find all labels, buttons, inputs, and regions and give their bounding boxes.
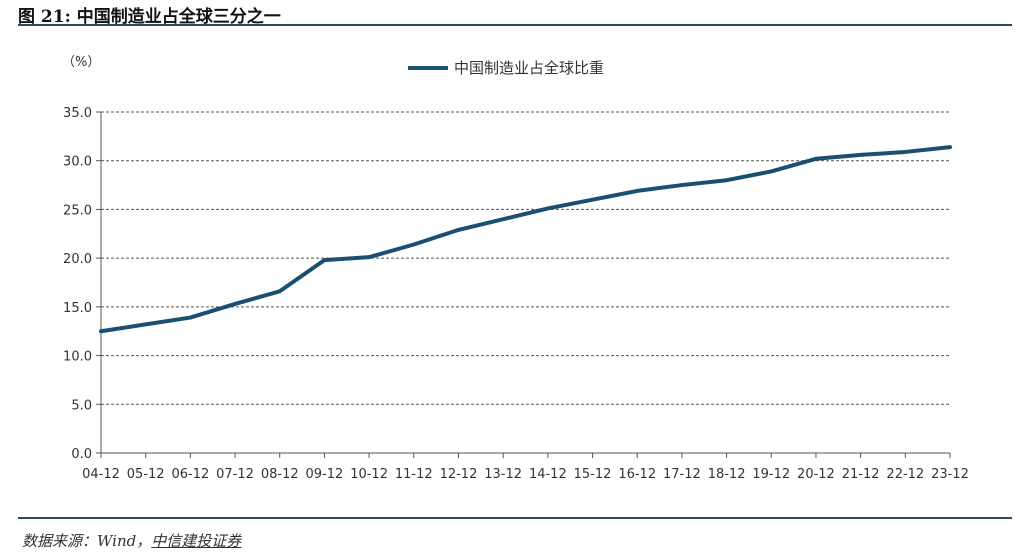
x-tick-label: 15-12 [574, 467, 612, 482]
data-point [456, 228, 460, 232]
data-point [725, 178, 729, 182]
x-tick-label: 21-12 [842, 467, 880, 482]
legend: 中国制造业占全球比重 [408, 59, 604, 77]
data-point [859, 153, 863, 157]
y-tick-label: 30.0 [63, 155, 92, 170]
x-tick-label: 04-12 [82, 467, 120, 482]
grid-lines [101, 111, 950, 405]
series-layer [99, 145, 952, 334]
data-point [903, 150, 907, 154]
y-tick-label: 15.0 [63, 301, 92, 316]
data-point [680, 183, 684, 187]
unit-label: （%） [62, 55, 100, 70]
x-tick-label: 13-12 [484, 467, 522, 482]
data-point [99, 329, 103, 333]
x-tick-label: 16-12 [618, 467, 656, 482]
y-tick-label: 10.0 [63, 350, 92, 365]
x-tick-label: 05-12 [127, 467, 165, 482]
data-point [233, 302, 237, 306]
x-tick-label: 17-12 [663, 467, 701, 482]
data-point [144, 322, 148, 326]
data-point [278, 289, 282, 293]
x-tick-label: 19-12 [752, 467, 790, 482]
data-point [367, 255, 371, 259]
bottom-rule [18, 517, 1012, 519]
x-tick-label: 23-12 [931, 467, 969, 482]
x-axis-ticks: 04-12 05-12 06-12 07-12 08-12 09-12 10-12 11-12… [82, 453, 969, 482]
data-point [322, 258, 326, 262]
x-tick-label: 14-12 [529, 467, 567, 482]
series-line [99, 145, 952, 334]
x-tick-label: 08-12 [261, 467, 299, 482]
x-tick-label: 22-12 [886, 467, 924, 482]
data-point [591, 198, 595, 202]
x-tick-label: 11-12 [395, 467, 433, 482]
x-tick-label: 09-12 [306, 467, 344, 482]
data-point [948, 145, 952, 149]
data-point [769, 169, 773, 173]
y-tick-label: 0.0 [71, 447, 92, 462]
figure-title: 图 21: 中国制造业占全球三分之一 [18, 7, 281, 27]
y-tick-label: 5.0 [71, 398, 92, 413]
legend-label: 中国制造业占全球比重 [454, 59, 604, 77]
data-point [501, 217, 505, 221]
y-tick-label: 25.0 [63, 203, 92, 218]
y-tick-label: 20.0 [63, 252, 92, 267]
x-tick-label: 10-12 [350, 467, 388, 482]
source-brand: 中信建投证券 [151, 532, 242, 550]
x-tick-label: 18-12 [708, 467, 746, 482]
x-tick-label: 20-12 [797, 467, 835, 482]
data-point [412, 243, 416, 247]
axes [100, 112, 950, 454]
top-rule [18, 24, 1012, 26]
x-tick-label: 12-12 [440, 467, 478, 482]
source-prefix: 数据来源：Wind， [22, 532, 152, 550]
data-point [635, 189, 639, 193]
data-point [188, 316, 192, 320]
y-axis-ticks: 0.0 5.0 10.0 15.0 20.0 25.0 30.0 35.0 [63, 106, 101, 462]
x-tick-label: 06-12 [171, 467, 209, 482]
source-note: 数据来源：Wind，中信建投证券 [22, 530, 241, 551]
data-point [814, 157, 818, 161]
data-point [546, 206, 550, 210]
y-tick-label: 35.0 [63, 106, 92, 121]
x-tick-label: 07-12 [216, 467, 254, 482]
